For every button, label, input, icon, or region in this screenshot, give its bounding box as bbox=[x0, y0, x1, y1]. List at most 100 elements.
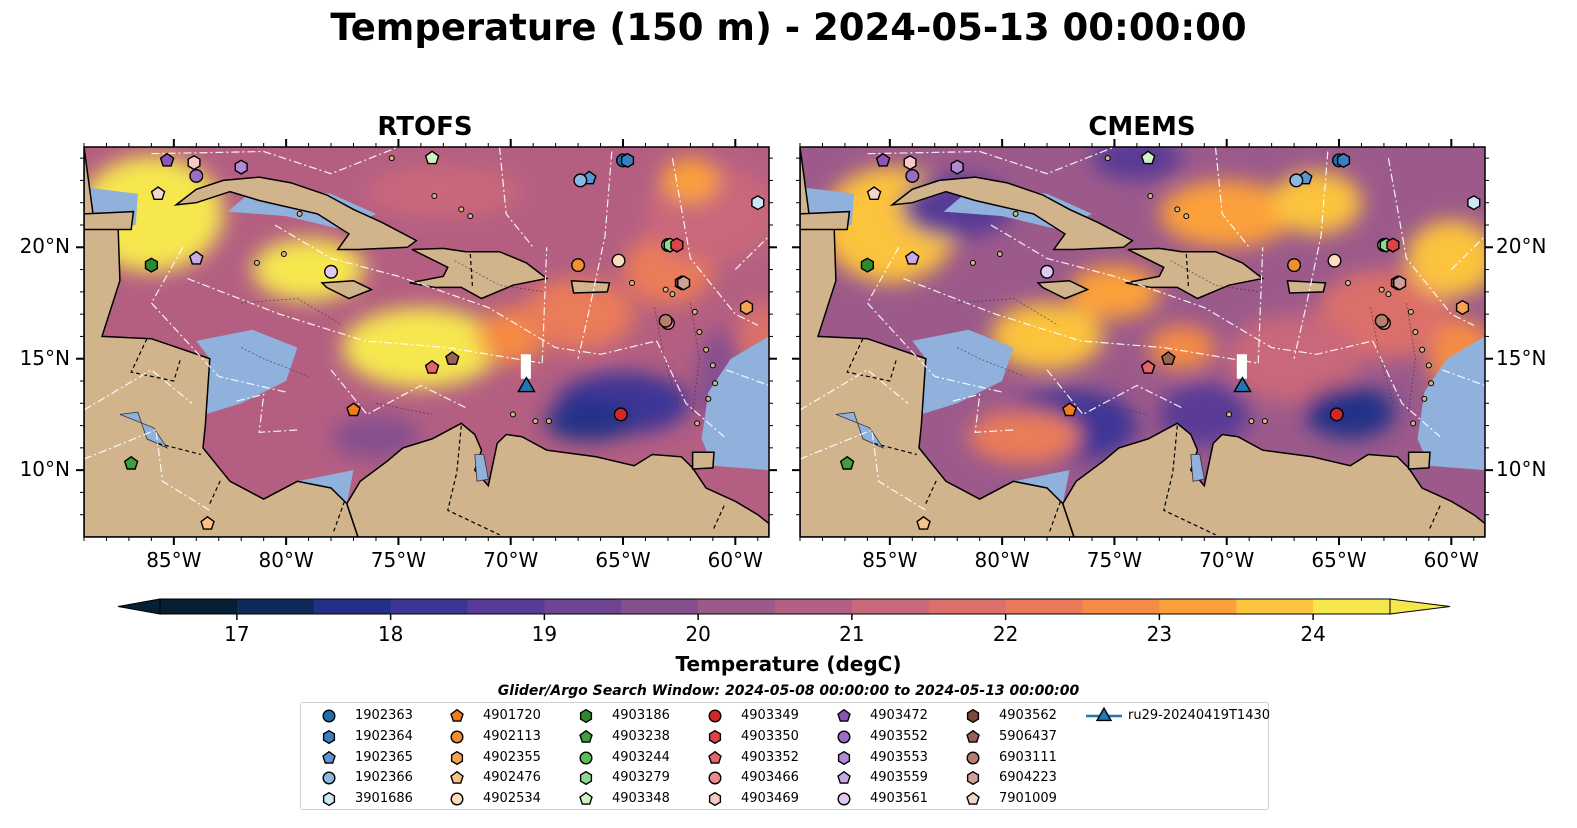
legend-label: 4903186 bbox=[612, 708, 670, 723]
land-yucatanN bbox=[84, 210, 135, 231]
legend-label: 4902355 bbox=[483, 749, 541, 765]
lake bbox=[1190, 454, 1205, 482]
legend-label: 4903244 bbox=[612, 749, 670, 765]
legend-item: 4903562 bbox=[955, 706, 1085, 726]
colorbar-tick-label: 19 bbox=[531, 622, 558, 646]
eez-boundary bbox=[1372, 340, 1441, 438]
float-4903469-marker bbox=[187, 154, 201, 171]
legend-label: 4903348 bbox=[612, 791, 670, 807]
island bbox=[1147, 193, 1154, 200]
temperature-field bbox=[661, 158, 720, 203]
legend-circle-icon bbox=[708, 709, 722, 723]
legend-item: 4903553 bbox=[826, 748, 956, 768]
country-border bbox=[712, 505, 725, 531]
legend-item: 4902534 bbox=[439, 789, 569, 809]
legend-marker bbox=[579, 729, 593, 743]
float-4903350-marker bbox=[670, 237, 684, 253]
eez-boundary bbox=[84, 429, 211, 511]
legend-label: 4903553 bbox=[870, 749, 928, 765]
legend-label: 4903350 bbox=[741, 728, 799, 744]
float-4903238-marker bbox=[839, 455, 855, 470]
float-4902113-marker bbox=[1287, 258, 1302, 273]
legend-hexagon-icon bbox=[579, 771, 593, 786]
legend-marker bbox=[708, 709, 722, 723]
legend-marker bbox=[579, 751, 593, 765]
colorbar-segment bbox=[1159, 599, 1237, 614]
float-4903553-marker bbox=[234, 159, 248, 175]
y-tick-label-right: 20°N bbox=[1496, 234, 1547, 259]
legend-marker bbox=[450, 792, 464, 806]
rtofs-panel-title: RTOFS bbox=[377, 112, 473, 142]
float-4902113-marker bbox=[571, 258, 586, 273]
float-5906437-marker bbox=[445, 351, 460, 365]
legend-marker bbox=[708, 729, 722, 744]
legend-marker bbox=[966, 708, 980, 724]
eez-boundary bbox=[498, 147, 534, 248]
eez-boundary bbox=[866, 247, 1003, 393]
island bbox=[1428, 380, 1435, 387]
eez-boundary bbox=[867, 147, 1115, 175]
float-4903238-marker bbox=[123, 455, 139, 470]
country-border bbox=[925, 478, 938, 504]
colorbar-segment bbox=[390, 599, 468, 614]
eez-boundary bbox=[1450, 235, 1485, 271]
float-4903472-marker bbox=[159, 152, 175, 167]
island bbox=[1425, 362, 1432, 369]
legend-item: 4902113 bbox=[439, 727, 569, 747]
temperature-field bbox=[990, 303, 1104, 370]
eez-boundary bbox=[1214, 147, 1250, 248]
island bbox=[1225, 411, 1232, 418]
colorbar-tick-label: 22 bbox=[992, 622, 1019, 646]
legend-hexagon-icon bbox=[708, 729, 722, 744]
eez-boundary bbox=[1257, 247, 1264, 364]
country-border bbox=[157, 442, 201, 456]
eez-boundary bbox=[800, 369, 909, 411]
island bbox=[705, 395, 712, 402]
bathymetry-contour bbox=[654, 307, 678, 404]
float-4903559-marker bbox=[904, 250, 920, 265]
float-5906437-marker bbox=[1161, 351, 1176, 365]
legend-marker bbox=[708, 750, 722, 764]
colorbar-frame bbox=[159, 598, 1391, 615]
island bbox=[669, 291, 676, 298]
legend-item: 4903559 bbox=[826, 768, 956, 788]
float-4902355-marker bbox=[739, 299, 754, 316]
legend-item: 4903348 bbox=[568, 789, 698, 809]
legend-circle-icon bbox=[450, 792, 464, 806]
legend-item: 4903186 bbox=[568, 706, 698, 726]
land-yucatanN bbox=[800, 210, 851, 231]
colorbar-segment bbox=[313, 599, 392, 614]
float-6904223-marker bbox=[677, 275, 691, 291]
x-tick-label: 60°W bbox=[707, 548, 763, 572]
legend-circle-icon bbox=[966, 751, 980, 765]
island bbox=[253, 259, 260, 266]
lake bbox=[119, 411, 169, 449]
island bbox=[1012, 210, 1019, 217]
legend-label: 4903238 bbox=[612, 728, 670, 744]
island bbox=[296, 210, 303, 217]
legend-pentagon-icon bbox=[450, 708, 464, 722]
island bbox=[1104, 155, 1111, 162]
float-4903552-marker bbox=[905, 168, 920, 183]
bathymetry-contour bbox=[690, 302, 700, 413]
eez-boundary bbox=[671, 157, 759, 326]
legend-item: 4903469 bbox=[697, 789, 827, 809]
legend-label: 1902366 bbox=[355, 770, 413, 786]
glider-marker bbox=[517, 376, 536, 393]
colorbar-segment bbox=[1005, 599, 1083, 614]
country-border bbox=[130, 338, 182, 382]
float-1902364-marker bbox=[1336, 152, 1351, 169]
map-panels bbox=[76, 139, 1493, 545]
x-tick-label: 80°W bbox=[974, 548, 1030, 572]
continental-shelf bbox=[912, 329, 1014, 415]
bathymetry-contour bbox=[454, 260, 545, 293]
legend-item: 1902363 bbox=[311, 706, 441, 726]
island bbox=[712, 380, 719, 387]
legend-item: 3901686 bbox=[311, 789, 441, 809]
float-4903561-marker bbox=[324, 264, 339, 279]
colorbar-segment bbox=[1313, 599, 1391, 614]
country-border bbox=[846, 338, 898, 382]
temperature-field bbox=[1091, 147, 1182, 181]
legend-hexagon-icon bbox=[966, 708, 980, 724]
legend-label: 4902476 bbox=[483, 770, 541, 786]
